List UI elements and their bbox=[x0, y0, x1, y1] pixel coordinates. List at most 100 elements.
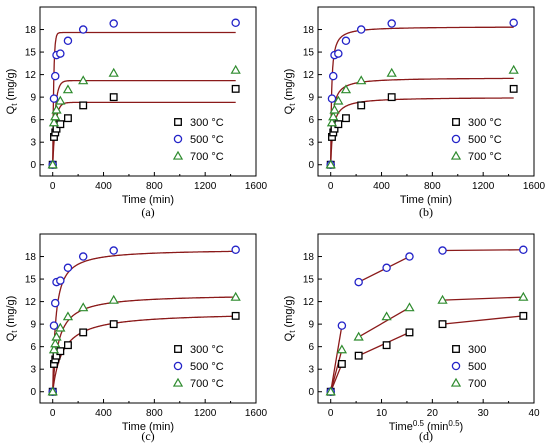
data-point-s300 bbox=[357, 101, 366, 110]
legend-marker-s300 bbox=[174, 118, 182, 126]
x-tick-label: 800 bbox=[146, 408, 163, 419]
legend-label-s500: 500 bbox=[468, 361, 486, 373]
x-tick-label: 400 bbox=[95, 408, 112, 419]
x-tick-label: 20 bbox=[427, 408, 439, 419]
y-tick-label: 12 bbox=[303, 297, 315, 308]
data-point-s300 bbox=[64, 341, 72, 350]
panel-caption: (d) bbox=[419, 429, 433, 443]
legend-marker-s500 bbox=[173, 134, 183, 144]
data-point-s700 bbox=[508, 64, 519, 74]
data-point-s500 bbox=[354, 277, 363, 287]
fit-segment-s700 bbox=[358, 307, 410, 338]
x-tick-label: 0 bbox=[50, 408, 56, 419]
data-point-s700 bbox=[55, 322, 66, 332]
plot-frame bbox=[39, 233, 257, 404]
plot-frame bbox=[317, 233, 535, 404]
data-point-s700 bbox=[78, 302, 89, 312]
data-point-s300 bbox=[509, 84, 518, 93]
data-point-s700 bbox=[62, 84, 74, 94]
fit-segment-s300 bbox=[442, 315, 524, 325]
data-point-s300 bbox=[231, 84, 240, 93]
x-tick-label: 10 bbox=[376, 408, 388, 419]
data-point-s500 bbox=[231, 245, 240, 255]
data-point-s700 bbox=[356, 75, 367, 85]
plot-frame bbox=[39, 6, 257, 177]
panel-caption: (b) bbox=[419, 205, 433, 219]
data-point-s500 bbox=[438, 246, 447, 255]
y-axis-label: Qt (mg/g) bbox=[283, 69, 297, 115]
data-point-s700 bbox=[328, 111, 339, 121]
x-tick-label: 1600 bbox=[245, 408, 268, 419]
y-tick-label: 3 bbox=[30, 365, 36, 376]
data-point-s700 bbox=[333, 95, 344, 105]
data-point-s700 bbox=[381, 311, 392, 321]
data-point-s300 bbox=[387, 93, 396, 102]
x-tick-label: 800 bbox=[146, 181, 163, 192]
x-tick-label: 0 bbox=[328, 408, 334, 419]
data-point-s700 bbox=[47, 386, 58, 396]
y-tick-label: 15 bbox=[25, 48, 37, 59]
legend-marker-s300 bbox=[452, 345, 460, 353]
data-point-s300 bbox=[438, 320, 447, 329]
data-point-s700 bbox=[50, 111, 61, 121]
x-tick-label: 400 bbox=[373, 181, 390, 192]
data-point-s700 bbox=[50, 338, 61, 348]
data-point-s500 bbox=[337, 321, 347, 330]
data-point-s300 bbox=[79, 328, 88, 337]
y-axis-label: Qt (mg/g) bbox=[283, 296, 297, 342]
data-point-s700 bbox=[62, 311, 74, 321]
fit-segment-s700 bbox=[330, 349, 343, 392]
legend-label-s700: 700 °C bbox=[190, 151, 224, 163]
data-point-s500 bbox=[49, 321, 59, 330]
y-tick-label: 0 bbox=[30, 160, 36, 171]
data-point-s300 bbox=[382, 341, 391, 350]
data-point-s500 bbox=[382, 263, 391, 273]
x-tick-label: 1200 bbox=[194, 181, 217, 192]
y-tick-label: 0 bbox=[308, 160, 314, 171]
x-tick-label: 0 bbox=[328, 181, 334, 192]
data-point-s300 bbox=[354, 351, 363, 360]
data-point-s700 bbox=[386, 67, 397, 77]
legend-marker-s500 bbox=[451, 134, 461, 144]
data-point-s500 bbox=[56, 276, 65, 285]
chart-panel-b: 0 400 800 1200 1600 0 3 6 9 12 15 18 Time (min) Qt (m… bbox=[283, 6, 546, 219]
x-tick-label: 1600 bbox=[523, 181, 546, 192]
fit-curve-s500 bbox=[52, 250, 236, 392]
legend-label-s500: 500 °C bbox=[190, 361, 224, 373]
data-point-s500 bbox=[327, 94, 337, 103]
data-point-s300 bbox=[109, 93, 118, 102]
y-tick-label: 18 bbox=[25, 252, 37, 263]
legend-marker-s500 bbox=[451, 361, 461, 371]
data-point-s300 bbox=[79, 101, 88, 110]
data-point-s300 bbox=[56, 347, 65, 356]
legend-label-s300: 300 °C bbox=[190, 117, 224, 129]
data-point-s700 bbox=[108, 67, 119, 77]
chart-panel-d: 0 10 20 30 40 0 3 6 9 12 15 18 Time0.5 (min0.5) Qt (m… bbox=[283, 233, 540, 443]
data-point-s500 bbox=[63, 36, 73, 46]
data-point-s500 bbox=[78, 25, 88, 34]
x-tick-label: 400 bbox=[95, 181, 112, 192]
y-tick-label: 3 bbox=[308, 138, 314, 149]
legend-marker-s700 bbox=[450, 150, 462, 160]
y-tick-label: 15 bbox=[303, 275, 315, 286]
legend-label-s300: 300 bbox=[468, 344, 486, 356]
x-axis-label: Time (min) bbox=[400, 194, 452, 206]
chart-panel-a: 0 400 800 1200 1600 0 3 6 9 12 15 18 Time (min) Qt (m… bbox=[5, 6, 268, 219]
x-axis-label: Time (min) bbox=[122, 194, 174, 206]
data-point-s700 bbox=[353, 331, 364, 341]
legend-marker-s700 bbox=[172, 377, 184, 387]
data-point-s500 bbox=[509, 18, 518, 28]
y-tick-label: 0 bbox=[30, 387, 36, 398]
data-point-s500 bbox=[49, 94, 59, 103]
x-tick-label: 1200 bbox=[194, 408, 217, 419]
y-tick-label: 6 bbox=[30, 115, 36, 126]
data-point-s700 bbox=[230, 64, 241, 74]
data-point-s700 bbox=[55, 95, 66, 105]
data-point-s500 bbox=[50, 71, 60, 81]
data-point-s500 bbox=[356, 25, 366, 34]
data-point-s700 bbox=[47, 159, 58, 169]
y-tick-label: 9 bbox=[30, 93, 36, 104]
panel-caption: (a) bbox=[141, 205, 154, 219]
y-tick-label: 0 bbox=[308, 387, 314, 398]
legend-label-s500: 500 °C bbox=[190, 134, 224, 146]
